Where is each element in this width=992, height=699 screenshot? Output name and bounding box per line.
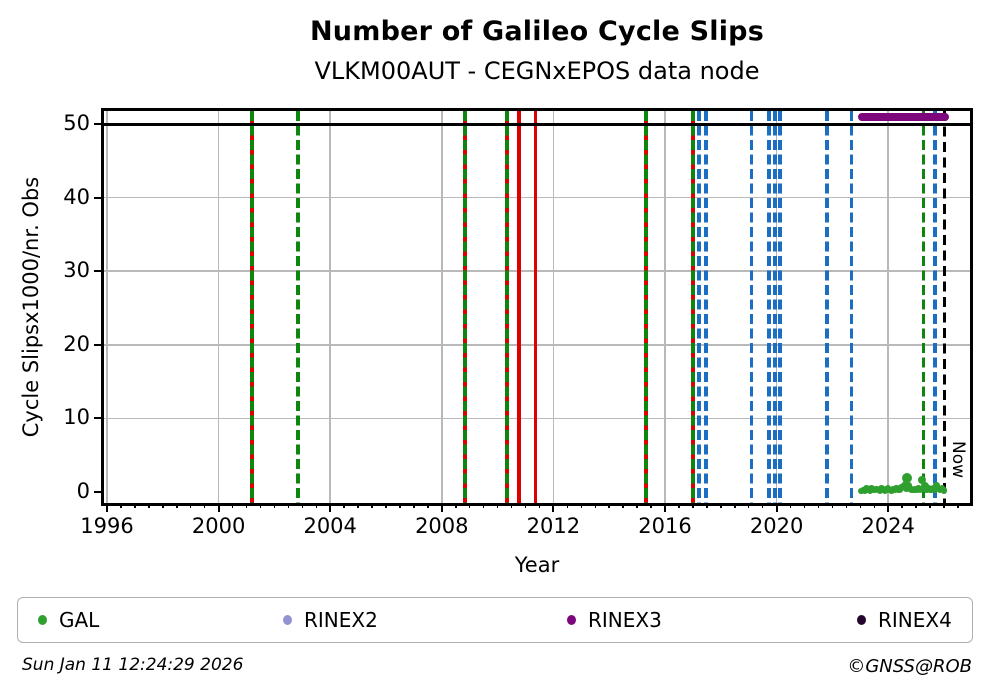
gal-point [917, 476, 926, 485]
gal-point [933, 482, 940, 489]
x-tick-label: 2000 [191, 514, 246, 538]
grid-line-vertical [552, 111, 555, 503]
gal-point [902, 473, 913, 484]
event-line-blue-dashed [767, 111, 771, 503]
event-line-blue-dashed [849, 111, 854, 503]
grid-line-vertical [329, 111, 331, 503]
y-tick-label: 30 [63, 258, 90, 283]
rinex2-marker-icon [283, 615, 292, 625]
grid-line-horizontal [104, 196, 970, 199]
event-line-blue-dashed [933, 111, 937, 503]
grid-line-vertical [887, 111, 889, 503]
event-line-green-dashed [505, 111, 509, 503]
legend-label-rinex2: RINEX2 [304, 608, 378, 632]
event-line-green-dashed [691, 111, 695, 503]
x-tick-label: 2020 [749, 514, 804, 538]
event-line-green-dashed [250, 111, 254, 503]
grid-line-vertical [217, 111, 220, 503]
footer-timestamp: Sun Jan 11 12:24:29 2026 [22, 655, 244, 675]
legend-item-rinex4: RINEX4 [857, 598, 952, 642]
legend-item-rinex3: RINEX3 [567, 598, 662, 642]
grid-line-vertical [664, 111, 666, 503]
now-line [943, 111, 947, 503]
event-line-green-dashed [644, 111, 648, 503]
gal-point [903, 485, 910, 492]
chart-title: Number of Galileo Cycle Slips [310, 16, 764, 47]
legend-item-gal: GAL [38, 598, 99, 642]
rinex4-marker-icon [857, 615, 866, 625]
x-tick-label: 2004 [303, 514, 357, 538]
plot-area: Now [104, 111, 970, 503]
x-tick-label: 2016 [638, 514, 692, 538]
legend-label-gal: GAL [59, 608, 100, 632]
y-tick-label: 0 [76, 479, 90, 503]
now-line-label: Now [947, 441, 968, 479]
event-line-blue-dashed [778, 111, 782, 503]
event-line-blue-dashed [773, 111, 777, 503]
grid-line-horizontal [104, 417, 970, 420]
gal-point [931, 486, 939, 494]
y-tick-label: 40 [63, 184, 90, 209]
legend: GAL RINEX2 RINEX3 RINEX4 [17, 597, 973, 643]
x-tick-label: 2024 [861, 514, 915, 538]
x-tick-label: 2012 [526, 514, 581, 538]
y-tick-label: 50 [63, 111, 90, 135]
threshold-line-50 [104, 122, 970, 126]
gal-point [901, 481, 909, 488]
event-line-blue-dashed [825, 111, 829, 503]
event-line-green-dashed [463, 111, 467, 503]
plot-border [101, 108, 973, 506]
chart-subtitle: VLKM00AUT - CEGNxEPOS data node [314, 57, 760, 85]
gal-point [916, 486, 924, 493]
grid-line-vertical [441, 111, 443, 503]
event-line-blue-dashed [704, 111, 708, 503]
legend-label-rinex3: RINEX3 [588, 608, 662, 632]
rinex3-data-band [858, 113, 949, 122]
grid-line-vertical [106, 111, 108, 503]
gal-point [921, 482, 930, 491]
event-line-red-solid [533, 111, 537, 503]
event-line-green-dashed [921, 111, 926, 503]
rinex3-marker-icon [567, 615, 576, 625]
event-line-green-dashed [296, 111, 300, 503]
legend-item-rinex2: RINEX2 [283, 598, 378, 642]
x-axis-label: Year [514, 553, 560, 577]
y-tick-label: 20 [63, 331, 90, 356]
event-line-blue-dashed [749, 111, 754, 503]
x-tick-label: 2008 [415, 514, 469, 538]
legend-label-rinex4: RINEX4 [878, 608, 952, 632]
footer-copyright: ©GNSS@ROB [847, 656, 972, 677]
x-tick-label: 1996 [80, 514, 134, 538]
y-tick-label: 10 [63, 405, 90, 430]
grid-line-horizontal [104, 270, 970, 272]
y-axis-label: Cycle Slipsx1000/nr. Obs [19, 176, 43, 438]
event-line-red-solid [517, 111, 521, 503]
gal-point [940, 487, 948, 494]
gal-marker-icon [38, 615, 47, 625]
event-line-blue-dashed [697, 111, 701, 503]
grid-line-horizontal [104, 344, 970, 346]
